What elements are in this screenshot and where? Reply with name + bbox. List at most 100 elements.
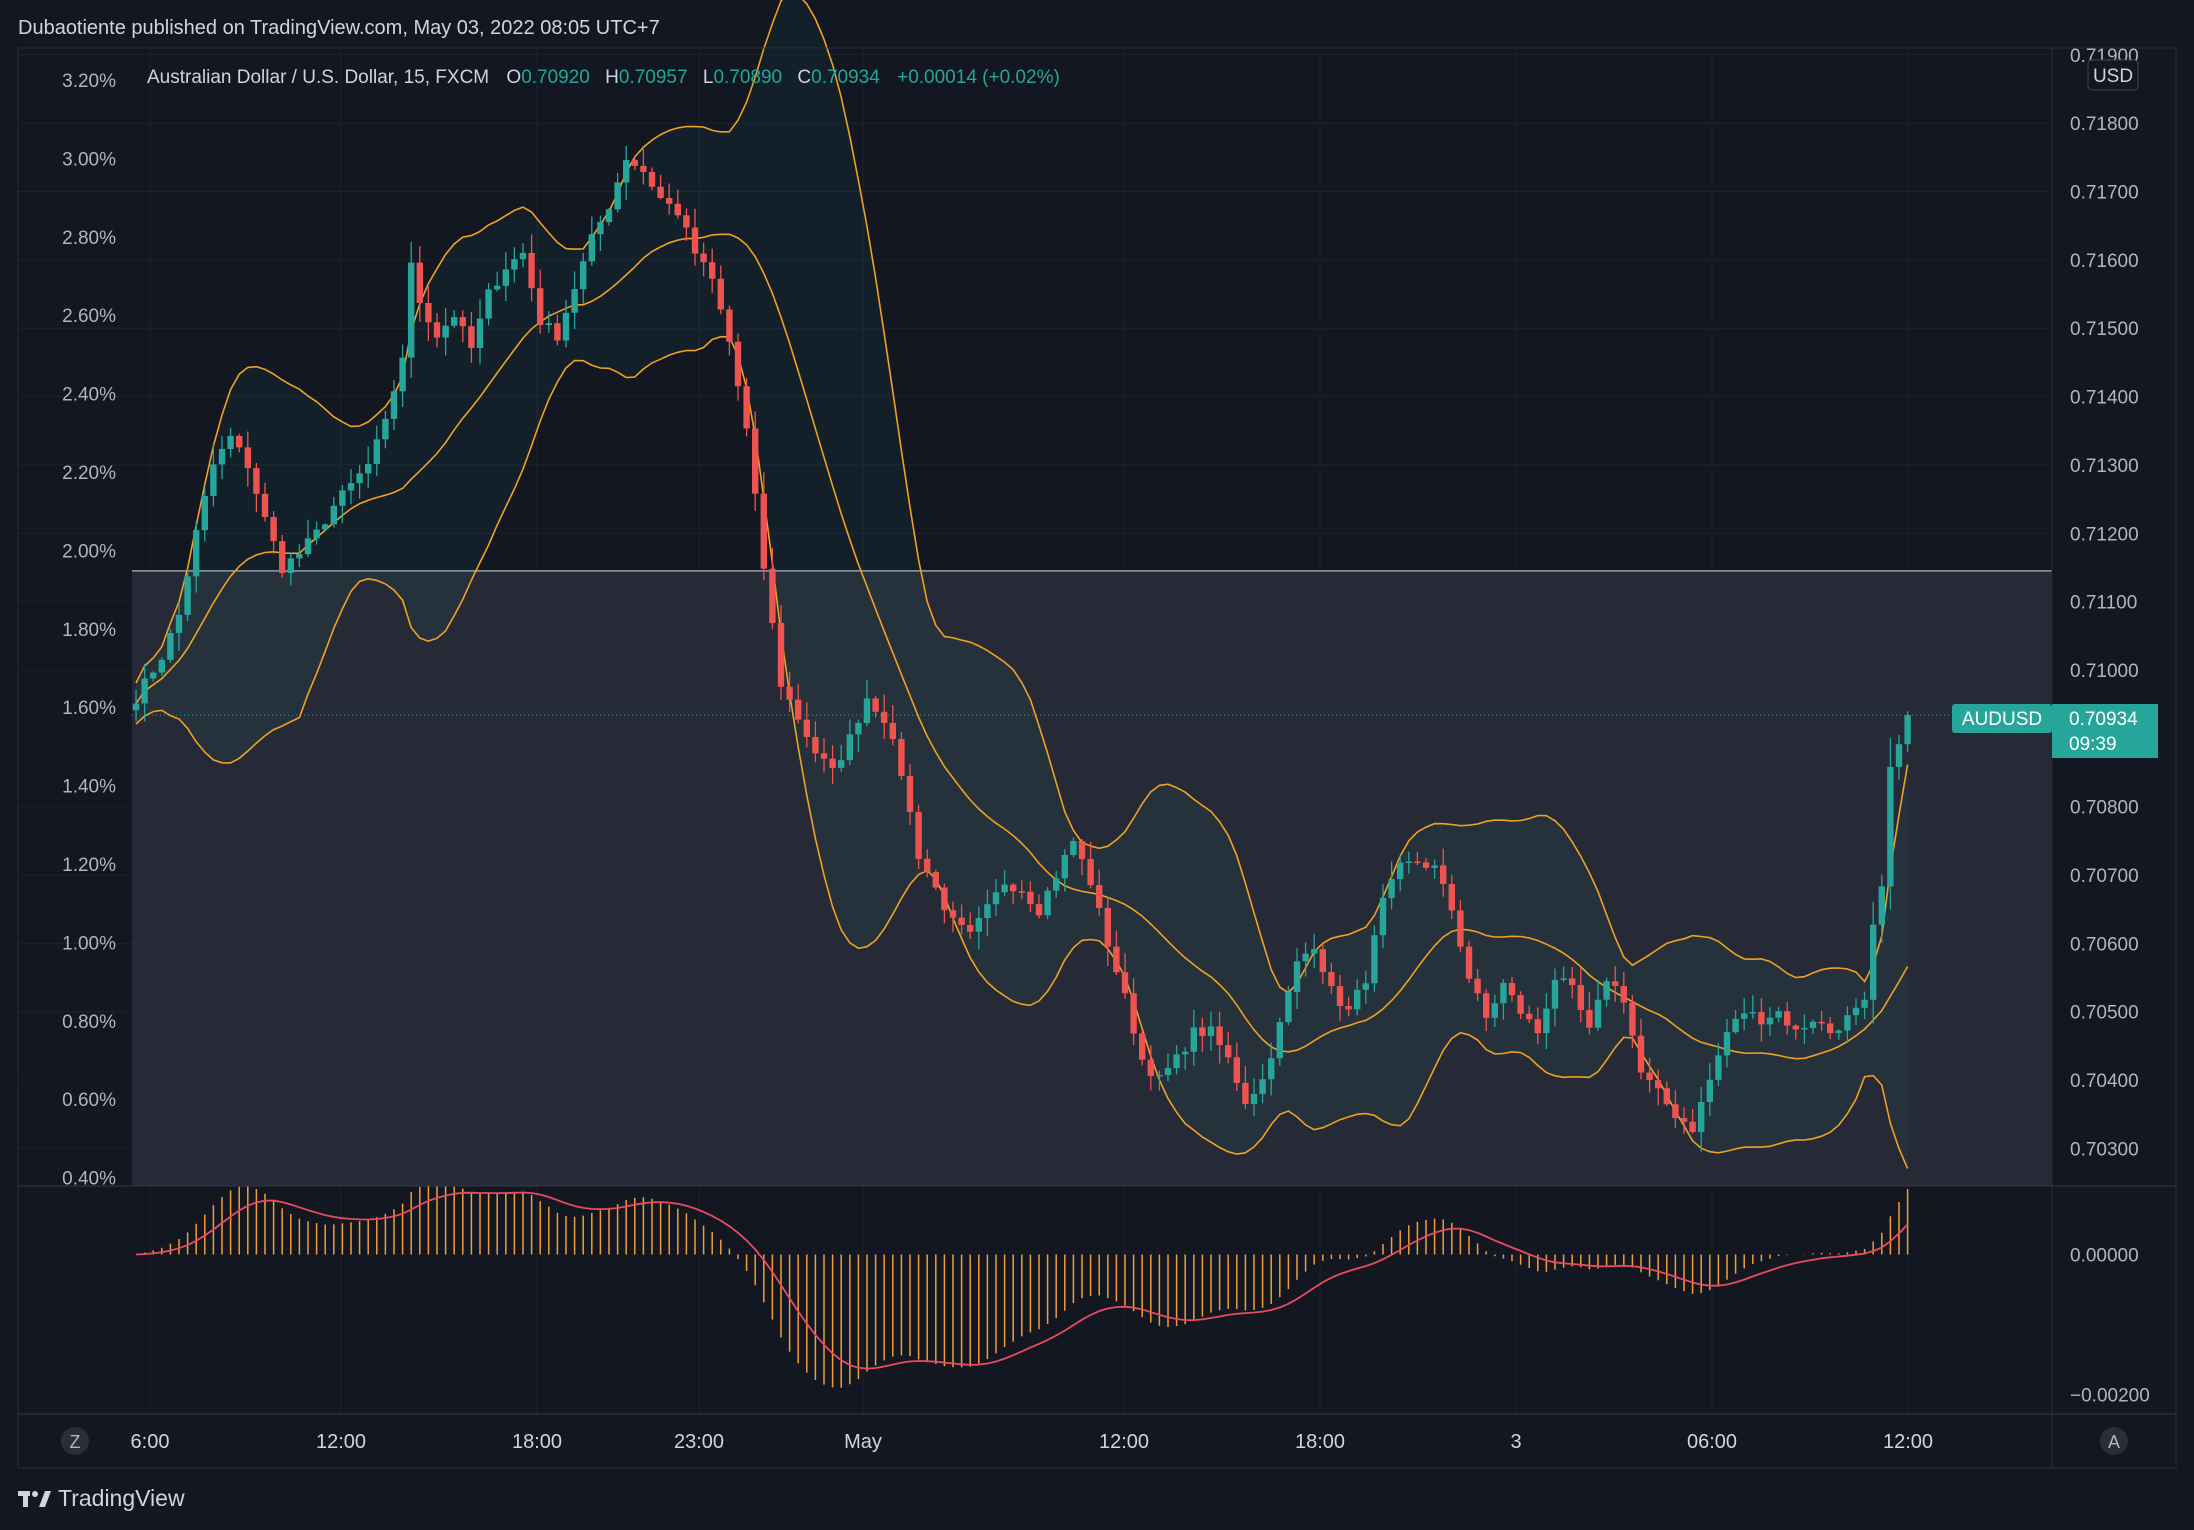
price-tick-label: 0.70400 [2070, 1071, 2139, 1092]
candle [795, 683, 802, 724]
candle [777, 604, 785, 701]
candle [1594, 979, 1602, 1032]
candle [1827, 1017, 1834, 1040]
candle [1517, 991, 1524, 1020]
candle [1319, 943, 1326, 984]
open-label: O [506, 67, 521, 88]
percent-tick-label: 1.40% [62, 777, 116, 798]
candle [580, 252, 587, 304]
time-tick-label: 18:00 [1295, 1431, 1345, 1453]
candle [1173, 1045, 1180, 1075]
candle [1792, 1024, 1799, 1040]
candle [210, 444, 217, 507]
candle [657, 174, 664, 200]
candle [1895, 734, 1903, 780]
candle [1483, 989, 1490, 1032]
price-tick-label: 0.70500 [2070, 1003, 2139, 1024]
candle [623, 145, 630, 201]
candle [769, 547, 776, 630]
candle [175, 602, 183, 651]
high-value: 0.70957 [619, 67, 688, 88]
candle [1250, 1078, 1258, 1117]
candle [425, 286, 432, 342]
candle [1732, 1009, 1739, 1034]
candle [605, 208, 613, 226]
price-tick-label: 0.71200 [2070, 524, 2139, 545]
candle [1010, 882, 1017, 905]
tradingview-logo-icon [18, 1491, 51, 1507]
percent-tick-label: 2.00% [62, 541, 116, 562]
candle [1586, 991, 1593, 1035]
candle [382, 410, 389, 449]
ohlc-legend: Australian Dollar / U.S. Dollar, 15, FXC… [147, 67, 1060, 88]
price-tick-label: 0.70700 [2070, 866, 2139, 887]
candle [1087, 841, 1094, 889]
price-tick-label: 0.71700 [2070, 183, 2139, 204]
candle [339, 484, 346, 524]
z-button[interactable] [61, 1427, 89, 1455]
candle [485, 282, 492, 326]
candle [227, 427, 234, 458]
time-tick-label: 3 [1510, 1431, 1521, 1453]
currency-box[interactable] [2087, 59, 2139, 91]
candle [1612, 966, 1619, 1002]
candle [1130, 978, 1137, 1045]
candle [494, 271, 501, 292]
candle [829, 745, 836, 785]
candle [640, 149, 647, 185]
candle [304, 519, 312, 558]
candle [365, 446, 372, 489]
candle [1801, 1014, 1808, 1044]
candle [915, 804, 922, 870]
candle [330, 496, 337, 528]
candle [812, 721, 819, 763]
candle [1379, 883, 1387, 949]
candle [390, 380, 398, 431]
candle [1551, 968, 1559, 1027]
candle [1268, 1042, 1275, 1096]
candle [872, 695, 879, 718]
price-badge-value: 0.70934 [2069, 709, 2138, 730]
candle [313, 521, 320, 545]
candle [1096, 869, 1103, 916]
candle [184, 569, 191, 622]
price-tick-label: 0.71800 [2070, 114, 2139, 135]
price-tick-label: 0.70600 [2070, 934, 2139, 955]
candle [244, 431, 251, 487]
candle [1870, 901, 1877, 1024]
candle [1147, 1045, 1154, 1091]
a-button[interactable] [2100, 1427, 2128, 1455]
candle [519, 243, 527, 268]
candle [820, 737, 828, 773]
candle [459, 310, 466, 343]
candle [132, 689, 140, 722]
candle [347, 469, 355, 505]
candle [1620, 971, 1627, 1014]
candle [1698, 1086, 1705, 1152]
candle [1680, 1107, 1688, 1134]
candle [1904, 711, 1911, 752]
candle [1655, 1069, 1662, 1106]
percent-tick-label: 0.80% [62, 1012, 116, 1033]
high-label: H [605, 67, 619, 88]
candle [1371, 925, 1378, 993]
candle [1104, 897, 1111, 967]
candle [193, 522, 200, 593]
candle [373, 425, 380, 477]
candle [1190, 1009, 1197, 1066]
candle [545, 311, 552, 333]
candle [554, 314, 561, 346]
candle [562, 299, 570, 348]
candle [631, 156, 638, 171]
axis-labels: 0.719000.718000.717000.716000.715000.714… [62, 46, 2150, 1453]
candle [356, 464, 363, 499]
candle [537, 269, 544, 334]
candle [846, 719, 853, 766]
candle [261, 482, 269, 522]
macd-tick-label: −0.00200 [2070, 1386, 2150, 1407]
candle [158, 657, 165, 676]
percent-tick-label: 1.00% [62, 933, 116, 954]
candle [1121, 953, 1129, 999]
candle [1543, 993, 1550, 1050]
